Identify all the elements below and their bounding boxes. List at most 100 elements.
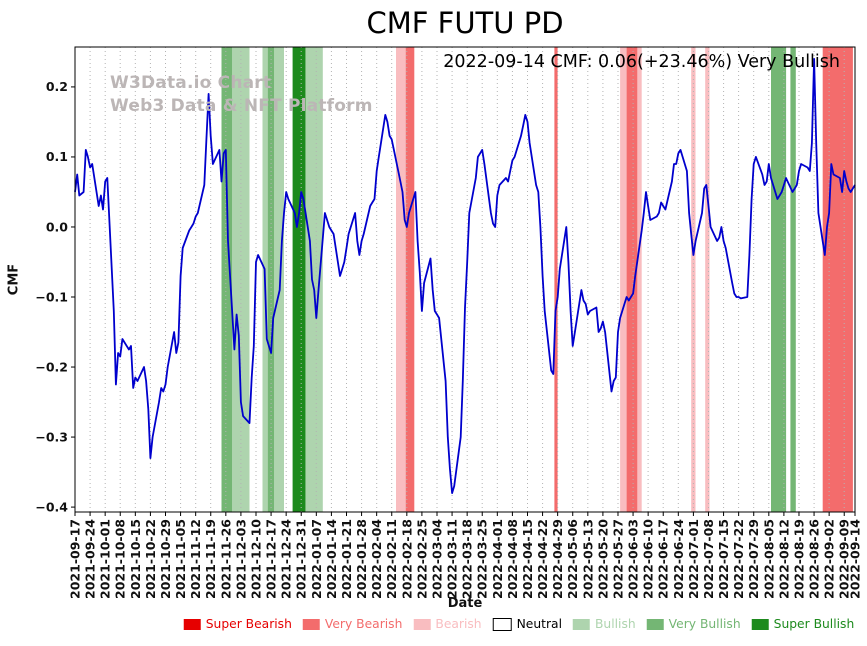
band-bearish: [637, 47, 642, 512]
legend-label: Super Bullish: [773, 617, 855, 631]
y-tick-label: −0.1: [35, 289, 68, 304]
x-tick-label: 2021-11-05: [173, 519, 188, 599]
x-tick-label: 2022-06-10: [641, 519, 656, 599]
legend-item-very_bullish: Very Bullish: [646, 617, 741, 631]
x-tick-label: 2021-12-31: [294, 519, 309, 599]
x-tick-label: 2022-09-14: [848, 519, 863, 599]
x-tick-label: 2021-10-01: [98, 519, 113, 599]
legend-label: Neutral: [516, 617, 562, 631]
legend-swatch-bearish: [413, 618, 431, 630]
x-tick-label: 2022-03-04: [429, 519, 444, 599]
y-axis-ticks: 0.2 0.1 0.0 −0.1 −0.2 −0.3 −0.4: [35, 79, 75, 514]
y-tick-label: −0.4: [35, 499, 68, 514]
x-tick-label: 2021-09-17: [68, 519, 83, 599]
legend-item-bullish: Bullish: [572, 617, 636, 631]
x-tick-label: 2022-05-27: [610, 519, 625, 599]
legend-swatch-bullish: [572, 618, 590, 630]
legend: Super Bearish Very Bearish Bearish Neutral B…: [183, 617, 855, 631]
x-tick-label: 2022-03-18: [460, 519, 475, 599]
x-tick-label: 2021-10-22: [143, 519, 158, 599]
x-tick-label: 2022-04-22: [535, 519, 550, 599]
band-very_bullish: [790, 47, 796, 512]
y-tick-label: −0.2: [35, 359, 68, 374]
x-tick-label: 2022-01-28: [354, 519, 369, 599]
x-tick-label: 2022-02-18: [399, 519, 414, 599]
x-tick-label: 2021-10-15: [128, 519, 143, 599]
x-axis-label: Date: [447, 596, 483, 611]
x-tick-label: 2022-08-12: [776, 519, 791, 599]
x-tick-label: 2022-02-11: [384, 519, 399, 599]
x-tick-label: 2022-03-11: [445, 519, 460, 599]
x-tick-label: 2022-01-14: [324, 519, 339, 599]
x-tick-label: 2022-01-07: [309, 519, 324, 599]
x-tick-label: 2021-09-24: [83, 519, 98, 599]
x-tick-label: 2021-11-19: [203, 519, 218, 599]
band-bearish: [396, 47, 406, 512]
legend-label: Super Bearish: [205, 617, 292, 631]
band-bearish: [620, 47, 627, 512]
x-tick-label: 2021-11-26: [218, 519, 233, 599]
band-super_bullish: [292, 47, 306, 512]
band-very_bearish: [626, 47, 638, 512]
y-tick-label: 0.1: [46, 149, 68, 164]
legend-label: Bearish: [435, 617, 482, 631]
gridlines-layer: [74, 47, 856, 512]
x-tick-label: 2022-05-13: [580, 519, 595, 599]
x-tick-label: 2022-07-29: [746, 519, 761, 599]
x-tick-label: 2022-02-25: [414, 519, 429, 599]
x-tick-label: 2022-06-03: [626, 519, 641, 599]
x-tick-label: 2022-04-01: [490, 519, 505, 599]
x-tick-label: 2022-09-09: [837, 519, 852, 599]
x-tick-label: 2022-04-08: [505, 519, 520, 599]
latest-value-annotation: 2022-09-14 CMF: 0.06(+23.46%) Very Bulli…: [443, 52, 840, 72]
x-tick-label: 2021-12-24: [279, 519, 294, 599]
watermark: W3Data.io Chart Web3 Data & NFT Platform: [110, 72, 373, 118]
legend-label: Bullish: [594, 617, 636, 631]
band-very_bullish: [771, 47, 787, 512]
x-tick-label: 2021-10-29: [158, 519, 173, 599]
band-very_bearish: [554, 47, 558, 512]
legend-swatch-neutral: [492, 617, 512, 631]
band-bullish: [274, 47, 284, 512]
cmf-line: [74, 58, 856, 495]
legend-swatch-super_bullish: [751, 618, 769, 630]
x-tick-label: 2022-04-29: [550, 519, 565, 599]
legend-swatch-very_bullish: [646, 618, 664, 630]
band-very_bearish: [822, 47, 853, 512]
plot-border: [74, 46, 856, 513]
x-tick-label: 2022-07-15: [716, 519, 731, 599]
x-tick-label: 2022-07-01: [686, 519, 701, 599]
x-tick-label: 2021-12-03: [233, 519, 248, 599]
legend-swatch-super_bearish: [183, 618, 201, 630]
x-tick-label: 2022-06-24: [671, 519, 686, 599]
legend-item-super_bearish: Super Bearish: [183, 617, 292, 631]
x-tick-label: 2022-08-05: [761, 519, 776, 599]
legend-swatch-very_bearish: [302, 618, 320, 630]
x-tick-label: 2022-09-02: [822, 519, 837, 599]
legend-item-bearish: Bearish: [413, 617, 482, 631]
band-very_bullish: [221, 47, 233, 512]
y-axis-label: CMF: [6, 263, 22, 296]
x-tick-label: 2022-07-22: [731, 519, 746, 599]
watermark-line-1: W3Data.io Chart: [110, 73, 272, 93]
x-axis-ticks: 2021-09-17 2021-09-24 2021-10-01 2021-10-08…: [68, 512, 863, 599]
x-tick-label: 2022-01-21: [339, 519, 354, 599]
x-tick-label: 2022-05-06: [565, 519, 580, 599]
y-tick-label: −0.3: [35, 429, 68, 444]
chart-title: CMF FUTU PD: [366, 6, 564, 40]
legend-item-super_bullish: Super Bullish: [751, 617, 855, 631]
watermark-line-2: Web3 Data & NFT Platform: [110, 96, 373, 116]
band-very_bearish: [405, 47, 415, 512]
legend-item-very_bearish: Very Bearish: [302, 617, 402, 631]
x-tick-label: 2022-08-26: [807, 519, 822, 599]
x-tick-label: 2022-06-17: [656, 519, 671, 599]
y-tick-label: 0.0: [46, 219, 68, 234]
x-tick-label: 2022-05-20: [595, 519, 610, 599]
x-tick-label: 2022-02-04: [369, 519, 384, 599]
x-tick-label: 2021-12-10: [248, 519, 263, 599]
x-tick-label: 2022-07-08: [701, 519, 716, 599]
x-tick-label: 2021-11-12: [188, 519, 203, 599]
x-tick-label: 2022-03-25: [475, 519, 490, 599]
